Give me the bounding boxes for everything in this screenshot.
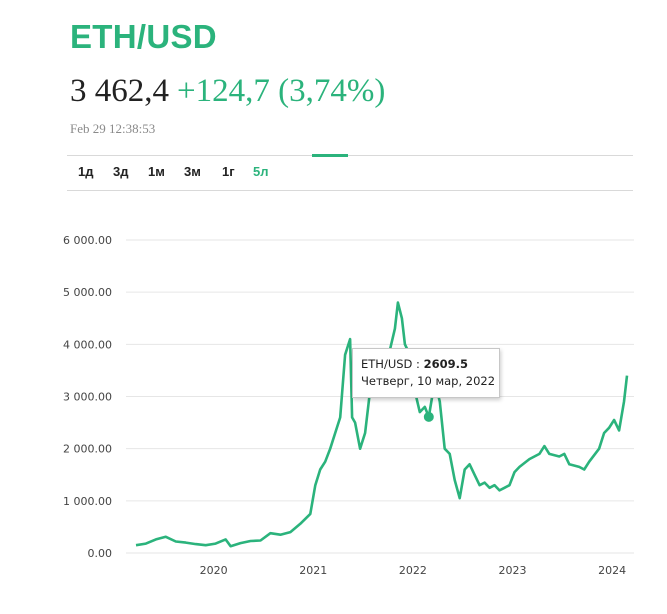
eth-price-line[interactable] bbox=[135, 301, 629, 548]
tab-1y[interactable]: 1г bbox=[222, 164, 235, 179]
tab-3m[interactable]: 3м bbox=[184, 164, 201, 179]
y-tick-label: 6 000.00 bbox=[63, 234, 112, 247]
tab-1m[interactable]: 1м bbox=[148, 164, 165, 179]
price-change: +124,7 (3,74%) bbox=[177, 73, 386, 109]
price-quote: 3 462,4 +124,7 (3,74%) bbox=[70, 73, 385, 110]
tab-1d[interactable]: 1д bbox=[78, 164, 94, 179]
x-tick-label: 2021 bbox=[299, 564, 327, 577]
chart-tooltip: ETH/USD : 2609.5 Четверг, 10 мар, 2022 bbox=[352, 348, 500, 398]
x-tick-label: 2023 bbox=[498, 564, 526, 577]
y-tick-label: 2 000.00 bbox=[63, 443, 112, 456]
y-tick-label: 4 000.00 bbox=[63, 338, 112, 351]
current-price: 3 462,4 bbox=[70, 73, 169, 109]
y-tick-label: 0.00 bbox=[88, 547, 113, 560]
y-tick-label: 3 000.00 bbox=[63, 391, 112, 404]
active-tab-indicator bbox=[312, 154, 348, 157]
x-tick-label: 2024 bbox=[598, 564, 626, 577]
y-tick-label: 1 000.00 bbox=[63, 495, 112, 508]
x-tick-label: 2022 bbox=[399, 564, 427, 577]
tooltip-series: ETH/USD bbox=[361, 357, 413, 371]
tab-5y[interactable]: 5л bbox=[253, 164, 269, 179]
tooltip-value-row: ETH/USD : 2609.5 bbox=[361, 357, 468, 371]
pair-title: ETH/USD bbox=[70, 18, 217, 55]
y-tick-label: 5 000.00 bbox=[63, 286, 112, 299]
period-tabs: 1д 3д 1м 3м 1г 5л bbox=[67, 154, 633, 191]
tooltip-value: 2609.5 bbox=[423, 357, 468, 371]
x-tick-label: 2020 bbox=[200, 564, 228, 577]
tooltip-date: Четверг, 10 мар, 2022 bbox=[361, 374, 496, 388]
quote-timestamp: Feb 29 12:38:53 bbox=[70, 121, 156, 136]
tab-3d[interactable]: 3д bbox=[113, 164, 129, 179]
hover-point-marker bbox=[423, 411, 434, 422]
